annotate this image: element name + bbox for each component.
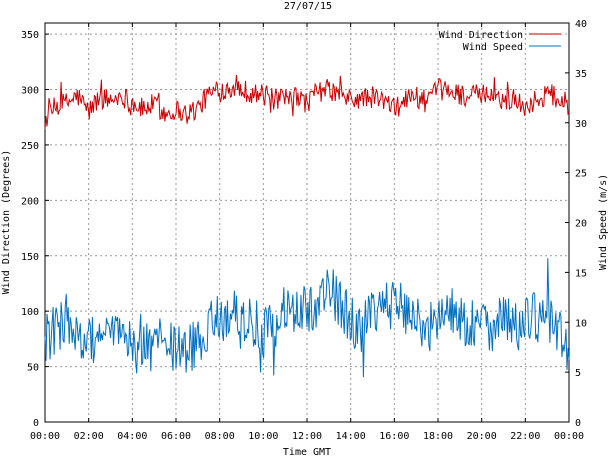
y-left-tick-label: 350 <box>21 30 39 41</box>
x-tick-label: 08:00 <box>205 431 235 442</box>
y-right-tick-label: 40 <box>575 19 587 30</box>
x-tick-label: 02:00 <box>74 431 104 442</box>
chart-title: 27/07/15 <box>284 1 332 12</box>
y-right-tick-label: 20 <box>575 219 587 230</box>
y-axis-right: 0 5 10 15 20 25 30 35 40 <box>565 19 587 429</box>
y-right-tick-label: 30 <box>575 119 587 130</box>
y-axis-left-label: Wind Direction (Degrees) <box>1 150 12 295</box>
y-right-tick-label: 25 <box>575 169 587 180</box>
y-axis-right-label: Wind Speed (m/s) <box>598 174 609 270</box>
x-tick-label: 22:00 <box>510 431 540 442</box>
y-right-tick-label: 10 <box>575 318 587 329</box>
y-right-tick-label: 0 <box>575 418 581 429</box>
x-tick-label: 06:00 <box>161 431 191 442</box>
y-right-tick-label: 5 <box>575 368 581 379</box>
y-left-tick-label: 100 <box>21 307 39 318</box>
legend: Wind Direction Wind Speed <box>439 30 561 53</box>
legend-label-direction: Wind Direction <box>439 30 523 41</box>
x-axis-label: Time GMT <box>283 447 331 458</box>
x-tick-label: 10:00 <box>248 431 278 442</box>
x-tick-label: 04:00 <box>117 431 147 442</box>
x-tick-label: 00:00 <box>30 431 60 442</box>
wind-speed-line <box>44 258 570 378</box>
x-axis: 00:00 02:00 04:00 06:00 08:00 10:00 12:00 14:00… <box>30 23 584 442</box>
wind-direction-line <box>44 74 570 130</box>
x-tick-label: 12:00 <box>292 431 322 442</box>
y-right-tick-label: 15 <box>575 268 587 279</box>
y-left-tick-label: 200 <box>21 196 39 207</box>
x-tick-label: 14:00 <box>336 431 366 442</box>
legend-label-speed: Wind Speed <box>463 42 523 53</box>
y-left-tick-label: 300 <box>21 86 39 97</box>
x-tick-label: 16:00 <box>379 431 409 442</box>
plot-area-border <box>44 22 570 423</box>
grid <box>45 23 569 422</box>
x-tick-label: 18:00 <box>423 431 453 442</box>
y-right-tick-label: 35 <box>575 69 587 80</box>
y-left-tick-label: 250 <box>21 141 39 152</box>
x-tick-label: 20:00 <box>467 431 497 442</box>
y-axis-left: 0 50 100 150 200 250 300 350 <box>21 30 49 429</box>
y-left-tick-label: 50 <box>27 363 39 374</box>
y-left-tick-label: 0 <box>33 418 39 429</box>
y-left-tick-label: 150 <box>21 252 39 263</box>
x-tick-label: 00:00 <box>554 431 584 442</box>
series-layer <box>44 74 570 378</box>
